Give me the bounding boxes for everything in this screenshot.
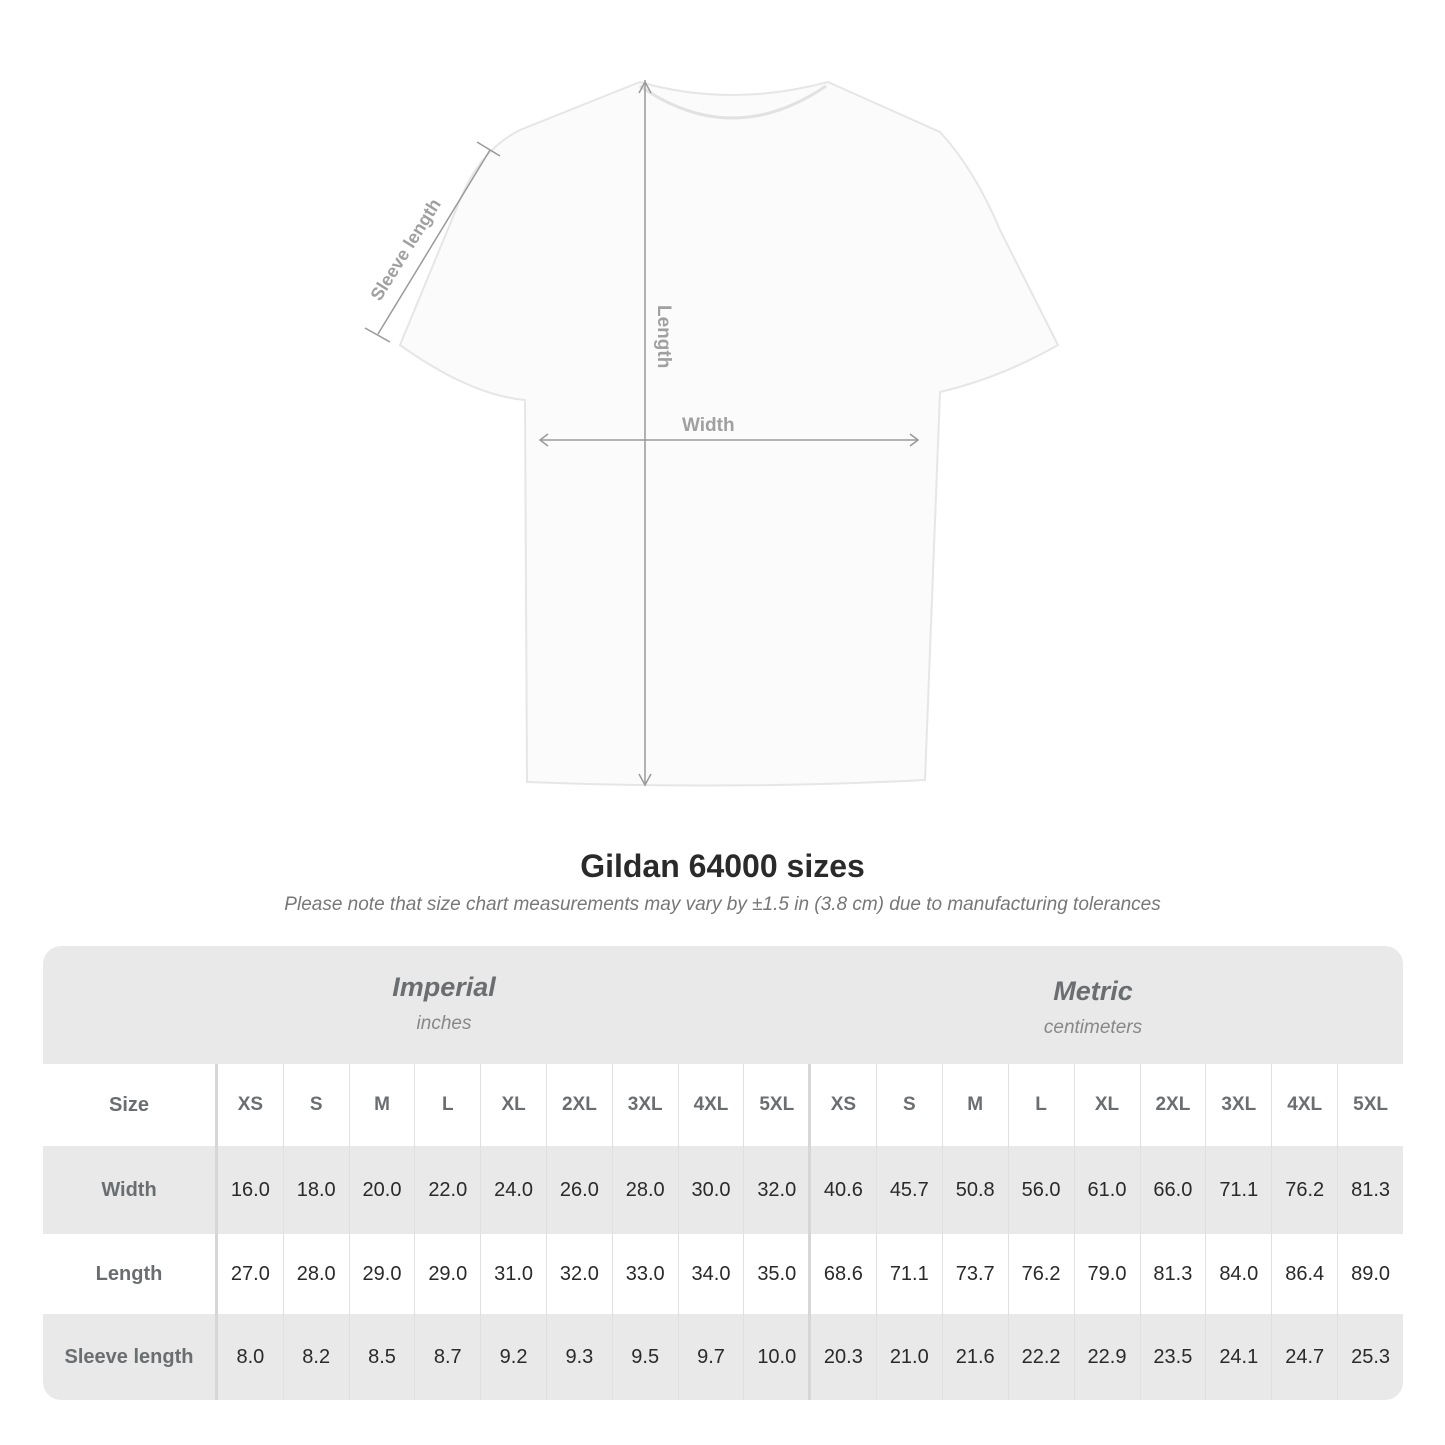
collar <box>639 84 827 120</box>
size-header-row: Size XS S M L XL 2XL 3XL 4XL 5XL XS S M L XL 2XL 3XL 4XL 5… <box>43 1064 1403 1146</box>
table-cell: 71.1 <box>1205 1146 1271 1234</box>
metric-title: Metric <box>1053 976 1133 1006</box>
table-cell: 79.0 <box>1073 1234 1140 1314</box>
table-cell: 29.0 <box>414 1234 480 1314</box>
table-cell: 23.5 <box>1139 1314 1206 1400</box>
table-cell: 73.7 <box>941 1234 1008 1314</box>
table-cell: 68.6 <box>810 1234 876 1314</box>
size-header-cell: M <box>941 1064 1008 1146</box>
table-cell: 8.0 <box>217 1314 283 1400</box>
page-title: Gildan 64000 sizes <box>580 848 865 884</box>
table-cell: 81.3 <box>1337 1146 1403 1234</box>
size-header-cell: 4XL <box>677 1064 744 1146</box>
table-cell: 28.0 <box>282 1234 349 1314</box>
size-header-cell: 5XL <box>1337 1064 1403 1146</box>
size-header-cell: S <box>282 1064 349 1146</box>
table-cell: 89.0 <box>1337 1234 1403 1314</box>
table-cell: 27.0 <box>217 1234 283 1314</box>
table-cell: 10.0 <box>743 1314 809 1400</box>
size-header-cell: XL <box>480 1064 546 1146</box>
table-cell: 61.0 <box>1073 1146 1140 1234</box>
table-cell: 76.2 <box>1271 1146 1337 1234</box>
table-cell: 20.0 <box>348 1146 415 1234</box>
table-cell: 24.0 <box>480 1146 546 1234</box>
table-cell: 21.0 <box>875 1314 942 1400</box>
table-cell: 34.0 <box>677 1234 744 1314</box>
unit-divider <box>808 1064 811 1400</box>
table-cell: 30.0 <box>677 1146 744 1234</box>
table-cell: 32.0 <box>546 1234 612 1314</box>
table-cell: 32.0 <box>743 1146 809 1234</box>
table-cell: 24.7 <box>1271 1314 1337 1400</box>
table-cell: 8.5 <box>348 1314 415 1400</box>
size-header-cell: L <box>414 1064 480 1146</box>
tolerance-note: Please note that size chart measurements… <box>284 894 1161 915</box>
size-header-cell: 3XL <box>1205 1064 1271 1146</box>
dimension-lines <box>364 80 920 787</box>
table-cell: 22.0 <box>414 1146 480 1234</box>
size-header-cell: 2XL <box>1139 1064 1206 1146</box>
table-cell: 26.0 <box>546 1146 612 1234</box>
table-cell: 86.4 <box>1271 1234 1337 1314</box>
table-cell: 56.0 <box>1007 1146 1074 1234</box>
table-cell: 24.1 <box>1205 1314 1271 1400</box>
table-cell: 21.6 <box>941 1314 1008 1400</box>
table-cell: 35.0 <box>743 1234 809 1314</box>
table-cell: 45.7 <box>875 1146 942 1234</box>
table-cell: 31.0 <box>480 1234 546 1314</box>
size-header-cell: 5XL <box>743 1064 809 1146</box>
table-cell: 28.0 <box>611 1146 678 1234</box>
table-row: Sleeve length 8.0 8.2 8.5 8.7 9.2 9.3 9.5 9.7 10.… <box>43 1314 1403 1400</box>
table-cell: 29.0 <box>348 1234 415 1314</box>
row-label: Length <box>95 1262 163 1285</box>
table-cell: 9.7 <box>677 1314 744 1400</box>
length-label: Length <box>653 305 674 368</box>
table-cell: 33.0 <box>611 1234 678 1314</box>
table-cell: 50.8 <box>941 1146 1008 1234</box>
row-label: Size <box>108 1093 150 1116</box>
table-cell: 8.2 <box>282 1314 349 1400</box>
tshirt-diagram: Sleeve length Length Width <box>364 80 1060 787</box>
table-cell: 25.3 <box>1337 1314 1403 1400</box>
size-header-cell: 4XL <box>1271 1064 1337 1146</box>
tshirt-image <box>398 80 1060 787</box>
table-cell: 81.3 <box>1139 1234 1206 1314</box>
label-column-divider <box>215 1064 218 1400</box>
size-header-cell: XS <box>217 1064 283 1146</box>
table-cell: 84.0 <box>1205 1234 1271 1314</box>
size-header-cell: M <box>348 1064 415 1146</box>
table-cell: 8.7 <box>414 1314 480 1400</box>
metric-header: Metric centimeters <box>893 976 1293 1039</box>
row-label: Sleeve length <box>64 1345 194 1368</box>
row-label: Width <box>101 1178 157 1201</box>
size-table: Imperial inches Metric centimeters Size X… <box>43 946 1403 1400</box>
width-label: Width <box>682 415 735 436</box>
table-cell: 20.3 <box>810 1314 876 1400</box>
imperial-title: Imperial <box>392 972 496 1002</box>
size-header-cell: 2XL <box>546 1064 612 1146</box>
table-row: Length 27.0 28.0 29.0 29.0 31.0 32.0 33.0 34.0 35… <box>43 1234 1403 1314</box>
table-cell: 76.2 <box>1007 1234 1074 1314</box>
imperial-unit: inches <box>416 1013 472 1034</box>
table-cell: 22.2 <box>1007 1314 1074 1400</box>
table-header: Imperial inches Metric centimeters <box>43 946 1403 1064</box>
table-cell: 66.0 <box>1139 1146 1206 1234</box>
size-header-cell: XS <box>810 1064 876 1146</box>
imperial-header: Imperial inches <box>244 972 644 1035</box>
size-header-cell: XL <box>1073 1064 1140 1146</box>
table-cell: 18.0 <box>282 1146 349 1234</box>
table-cell: 9.2 <box>480 1314 546 1400</box>
table-cell: 16.0 <box>217 1146 283 1234</box>
size-header-cell: 3XL <box>611 1064 678 1146</box>
size-header-cell: L <box>1007 1064 1074 1146</box>
table-cell: 9.3 <box>546 1314 612 1400</box>
size-header-cell: S <box>875 1064 942 1146</box>
table-cell: 22.9 <box>1073 1314 1140 1400</box>
table-cell: 9.5 <box>611 1314 678 1400</box>
metric-unit: centimeters <box>1043 1017 1143 1038</box>
table-row: Width 16.0 18.0 20.0 22.0 24.0 26.0 28.0 30.0 32.… <box>43 1146 1403 1234</box>
table-cell: 71.1 <box>875 1234 942 1314</box>
table-cell: 40.6 <box>810 1146 876 1234</box>
